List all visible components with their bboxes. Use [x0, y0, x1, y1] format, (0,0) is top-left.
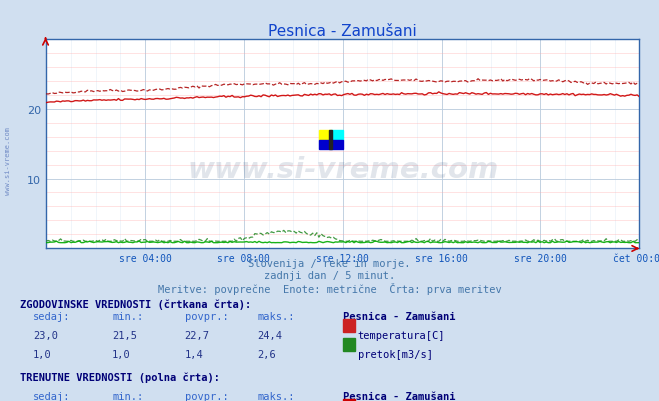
Text: www.si-vreme.com: www.si-vreme.com — [5, 126, 11, 194]
Title: Pesnica - Zamušani: Pesnica - Zamušani — [268, 24, 417, 39]
Text: 1,0: 1,0 — [112, 349, 130, 359]
Text: maks.:: maks.: — [257, 391, 295, 401]
Bar — [319, 131, 331, 140]
Text: TRENUTNE VREDNOSTI (polna črta):: TRENUTNE VREDNOSTI (polna črta): — [20, 371, 219, 382]
Text: povpr.:: povpr.: — [185, 311, 228, 321]
Text: temperatura[C]: temperatura[C] — [358, 330, 445, 340]
Text: pretok[m3/s]: pretok[m3/s] — [358, 349, 433, 359]
Text: 22,7: 22,7 — [185, 330, 210, 340]
Bar — [319, 140, 343, 150]
Text: 24,4: 24,4 — [257, 330, 282, 340]
Text: zadnji dan / 5 minut.: zadnji dan / 5 minut. — [264, 271, 395, 281]
Text: sedaj:: sedaj: — [33, 311, 71, 321]
Text: min.:: min.: — [112, 311, 143, 321]
Text: 1,0: 1,0 — [33, 349, 51, 359]
Text: Meritve: povprečne  Enote: metrične  Črta: prva meritev: Meritve: povprečne Enote: metrične Črta:… — [158, 283, 501, 295]
Bar — [330, 131, 332, 150]
Text: ZGODOVINSKE VREDNOSTI (črtkana črta):: ZGODOVINSKE VREDNOSTI (črtkana črta): — [20, 299, 251, 309]
Text: 2,6: 2,6 — [257, 349, 275, 359]
Text: 21,5: 21,5 — [112, 330, 137, 340]
Bar — [331, 131, 343, 140]
Text: www.si-vreme.com: www.si-vreme.com — [187, 156, 498, 183]
Text: 1,4: 1,4 — [185, 349, 203, 359]
Text: Pesnica - Zamušani: Pesnica - Zamušani — [343, 391, 455, 401]
Text: min.:: min.: — [112, 391, 143, 401]
Text: 23,0: 23,0 — [33, 330, 58, 340]
Text: povpr.:: povpr.: — [185, 391, 228, 401]
Text: Slovenija / reke in morje.: Slovenija / reke in morje. — [248, 259, 411, 269]
Text: Pesnica - Zamušani: Pesnica - Zamušani — [343, 311, 455, 321]
Text: sedaj:: sedaj: — [33, 391, 71, 401]
Text: maks.:: maks.: — [257, 311, 295, 321]
